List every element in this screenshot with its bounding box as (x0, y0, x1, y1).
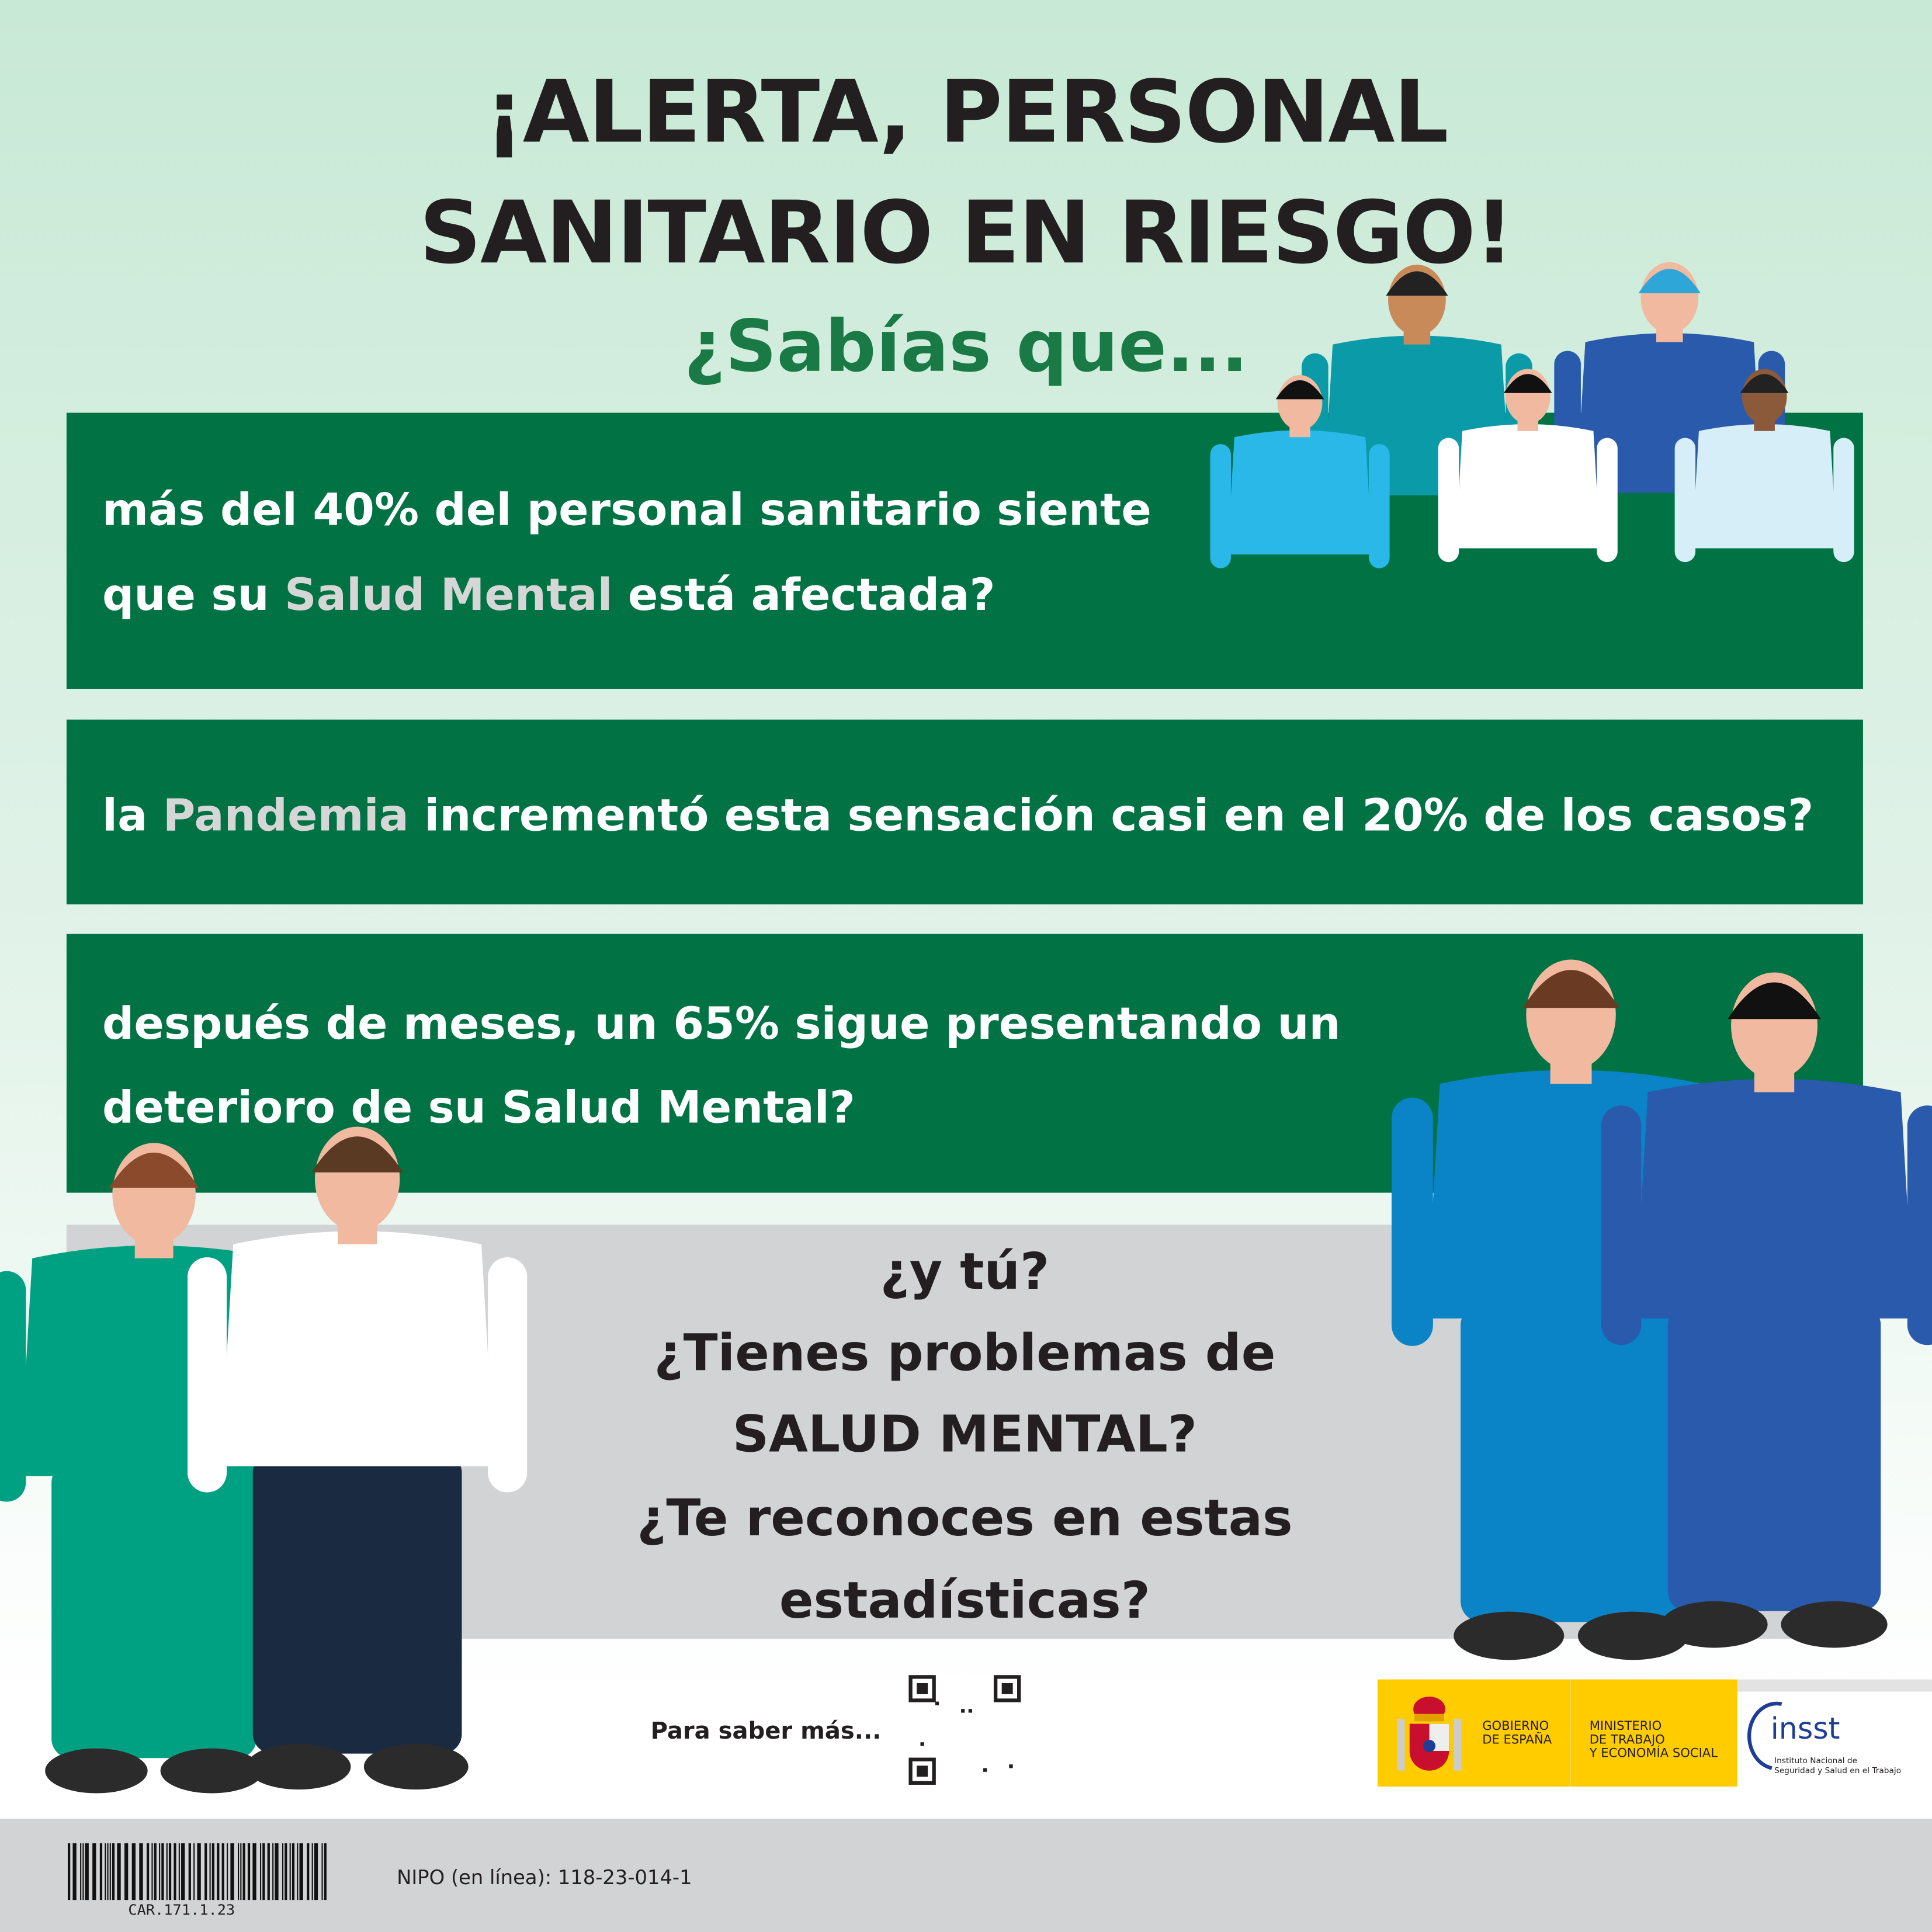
nipo-text: NIPO (en línea): 118-23-014-1 (397, 1865, 692, 1889)
text: que su (102, 570, 285, 621)
question-line-1: ¿y tú? (880, 1241, 1050, 1302)
gobierno-logo: GOBIERNO DE ESPAÑA MINISTERIO DE TRABAJO Y … (1377, 1679, 1737, 1787)
text: Y ECONOMÍA SOCIAL (1589, 1747, 1718, 1761)
fact-box-2: la Pandemia incrementó esta sensación ca… (66, 719, 1863, 905)
more-info-label: Para saber más... (650, 1718, 882, 1745)
title-line-1: ¡ALERTA, PERSONAL (484, 61, 1449, 163)
worker-doctor-female (1438, 369, 1618, 563)
barcode-text: CAR.171.1.23 (128, 1901, 235, 1919)
text: está afectada? (612, 570, 996, 621)
coat-of-arms-icon (1397, 1697, 1462, 1771)
text: DE ESPAÑA (1482, 1733, 1552, 1747)
divider (1569, 1679, 1572, 1787)
question-line-3: SALUD MENTAL? (732, 1404, 1198, 1464)
fact-3-line-2: deterioro de su Salud Mental? (102, 1083, 855, 1134)
logo-strip (1737, 1679, 1932, 1692)
insst-logo: insst Instituto Nacional de Seguridad y S… (1737, 1691, 1932, 1787)
insst-name: insst (1770, 1711, 1840, 1746)
question-line-2: ¿Tienes problemas de (654, 1323, 1276, 1383)
text: GOBIERNO (1482, 1720, 1549, 1734)
subtitle: ¿Sabías que... (684, 304, 1248, 389)
gobierno-text: GOBIERNO DE ESPAÑA (1482, 1720, 1552, 1747)
qr-code-icon[interactable] (908, 1675, 1021, 1785)
text: la (102, 791, 163, 842)
footer: CAR.171.1.23 NIPO (en línea): 118-23-014… (0, 1818, 1932, 1932)
insst-subtitle: Instituto Nacional de Seguridad y Salud e… (1774, 1756, 1901, 1775)
worker-doctor-male (1674, 369, 1854, 563)
worker-nurse-lightblue (1210, 374, 1390, 568)
question-line-4: ¿Te reconoces en estas (637, 1488, 1293, 1548)
nurse-woman-blue (1601, 972, 1932, 1648)
barcode-icon (67, 1843, 327, 1900)
highlight-salud-mental: Salud Mental (285, 570, 613, 621)
fact-1-line-2: que su Salud Mental está afectada? (102, 574, 995, 619)
text: Seguridad y Salud en el Trabajo (1774, 1765, 1902, 1776)
highlight-pandemia: Pandemia (162, 791, 409, 842)
text: DE TRABAJO (1589, 1733, 1665, 1747)
fact-1-line-1: más del 40% del personal sanitario sient… (102, 485, 1151, 536)
text: incrementó esta sensación casi en el 20%… (408, 791, 1814, 842)
ministerio-text: MINISTERIO DE TRABAJO Y ECONOMÍA SOCIAL (1590, 1720, 1718, 1761)
insst-arc-icon (1747, 1701, 1782, 1770)
fact-2-line: la Pandemia incrementó esta sensación ca… (102, 794, 1813, 839)
text: MINISTERIO (1589, 1720, 1662, 1734)
question-line-5: estadísticas? (779, 1571, 1150, 1631)
doctor-man-white-coat (187, 1126, 528, 1790)
fact-3-line-1: después de meses, un 65% sigue presentan… (102, 999, 1341, 1050)
text: Instituto Nacional de (1774, 1756, 1858, 1766)
title-line-2: SANITARIO EN RIESGO! (419, 182, 1514, 284)
